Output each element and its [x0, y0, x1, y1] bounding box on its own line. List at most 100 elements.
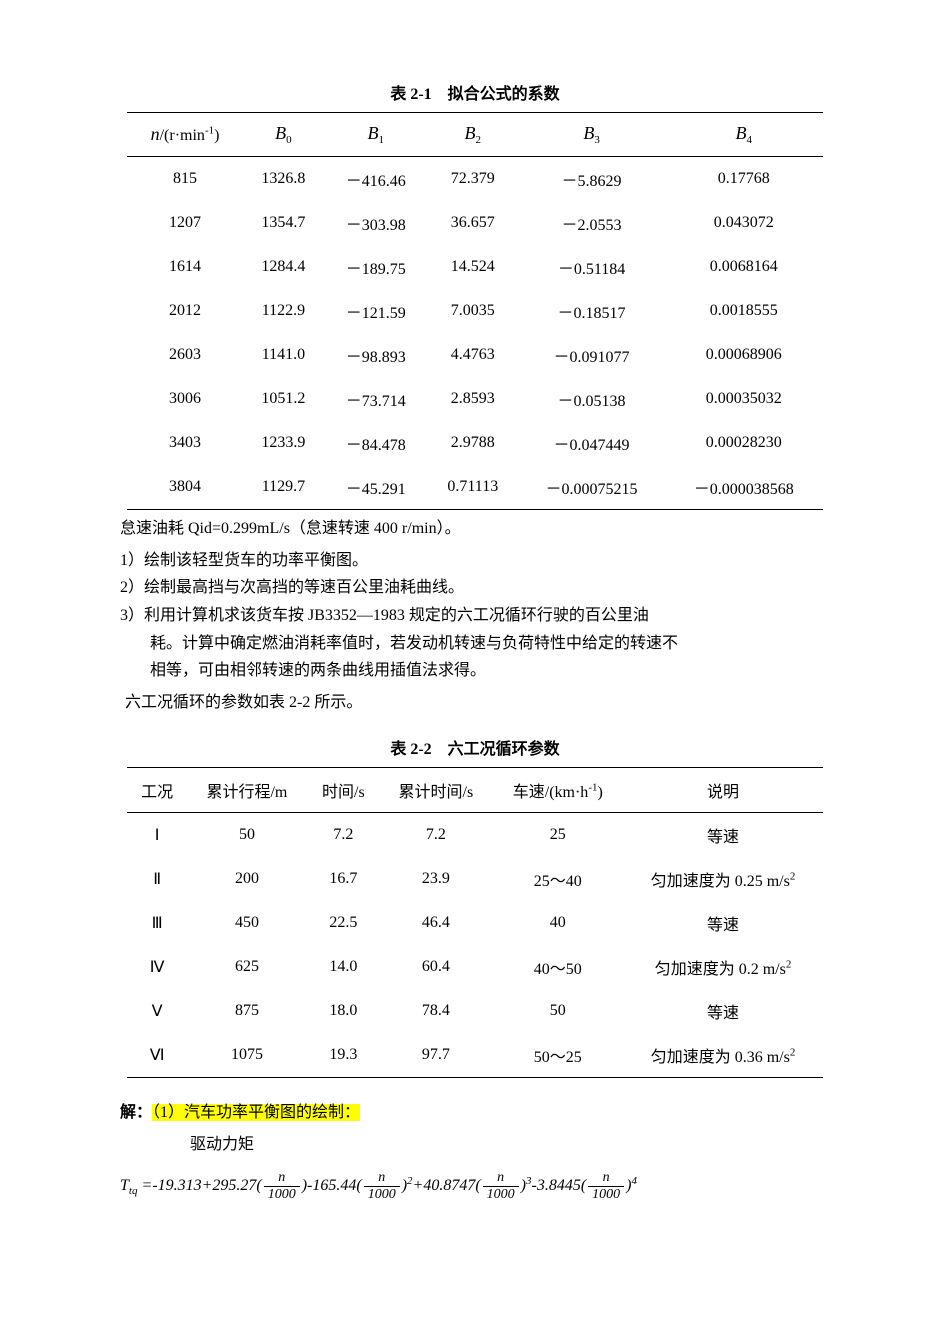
table-cell: 7.0035	[427, 289, 518, 333]
six-text: 六工况循环的参数如表 2-2 所示。	[125, 690, 870, 716]
table-cell: 4.4763	[427, 333, 518, 377]
table-cell: 0.00028230	[665, 421, 823, 465]
t1-h1: B0	[243, 113, 325, 157]
table-cell: 815	[127, 157, 242, 202]
solution-label: 解：	[120, 1104, 152, 1121]
table-cell: 3006	[127, 377, 242, 421]
table-cell: 78.4	[380, 989, 492, 1033]
table-cell: 25	[492, 813, 623, 858]
table-cell: 200	[187, 857, 307, 901]
table-cell: 2.9788	[427, 421, 518, 465]
table-cell: 3403	[127, 421, 242, 465]
table-cell: －303.98	[324, 201, 427, 245]
table-cell: 14.0	[307, 945, 380, 989]
table-cell: 625	[187, 945, 307, 989]
table-cell: －416.46	[324, 157, 427, 202]
table1-body: 8151326.8－416.4672.379－5.86290.177681207…	[127, 157, 822, 510]
table-row: 20121122.9－121.597.0035－0.185170.0018555	[127, 289, 822, 333]
idle-text: 怠速油耗 Qid=0.299mL/s（怠速转速 400 r/min）。	[120, 516, 870, 542]
q2: 2）绘制最高挡与次高挡的等速百公里油耗曲线。	[120, 575, 870, 601]
table-cell: 450	[187, 901, 307, 945]
torque-formula: Ttq =-19.313+295.27(n1000)-165.44(n1000)…	[120, 1170, 870, 1203]
table-cell: 2012	[127, 289, 242, 333]
table-cell: －2.0553	[518, 201, 665, 245]
table-cell: 1129.7	[243, 465, 325, 510]
table-cell: 40	[492, 901, 623, 945]
table-cell: 60.4	[380, 945, 492, 989]
table-cell: 72.379	[427, 157, 518, 202]
table-cell: 0.71113	[427, 465, 518, 510]
table-cell: 等速	[624, 813, 823, 858]
t1-h0: n/(r·min-1)	[127, 113, 242, 157]
t2-h3: 累计时间/s	[380, 768, 492, 813]
table-cell: 50	[187, 813, 307, 858]
table-cell: 0.00068906	[665, 333, 823, 377]
table-cell: Ⅲ	[127, 901, 187, 945]
table-row: 8151326.8－416.4672.379－5.86290.17768	[127, 157, 822, 202]
table-row: 34031233.9－84.4782.9788－0.0474490.000282…	[127, 421, 822, 465]
table1-caption: 表 2-1 拟合公式的系数	[80, 80, 870, 104]
table-cell: －84.478	[324, 421, 427, 465]
table-cell: Ⅰ	[127, 813, 187, 858]
table-cell: 97.7	[380, 1033, 492, 1078]
solution-sub: 驱动力矩	[190, 1132, 870, 1158]
table-cell: 3804	[127, 465, 242, 510]
t2-h5: 说明	[624, 768, 823, 813]
table-cell: 2.8593	[427, 377, 518, 421]
table-row: Ⅴ87518.078.450等速	[127, 989, 822, 1033]
table-cell: －189.75	[324, 245, 427, 289]
table-cell: －0.047449	[518, 421, 665, 465]
table-cell: 19.3	[307, 1033, 380, 1078]
table-cell: 1614	[127, 245, 242, 289]
table-cell: 22.5	[307, 901, 380, 945]
table-cell: 0.00035032	[665, 377, 823, 421]
table-cell: Ⅳ	[127, 945, 187, 989]
table-cell: －0.000038568	[665, 465, 823, 510]
table-cell: 1075	[187, 1033, 307, 1078]
table-row: 16141284.4－189.7514.524－0.511840.0068164	[127, 245, 822, 289]
solution-line: 解：（1）汽车功率平衡图的绘制：	[120, 1100, 870, 1126]
table-row: 12071354.7－303.9836.657－2.05530.043072	[127, 201, 822, 245]
table-row: Ⅱ20016.723.925～40匀加速度为 0.25 m/s2	[127, 857, 822, 901]
table-cell: －0.00075215	[518, 465, 665, 510]
q1: 1）绘制该轻型货车的功率平衡图。	[120, 548, 870, 574]
table-cell: 23.9	[380, 857, 492, 901]
table-cell: 0.0018555	[665, 289, 823, 333]
table2-header-row: 工况 累计行程/m 时间/s 累计时间/s 车速/(km·h-1) 说明	[127, 768, 822, 813]
table-row: Ⅰ507.27.225等速	[127, 813, 822, 858]
table-cell: 18.0	[307, 989, 380, 1033]
table1-header-row: n/(r·min-1) B0 B1 B2 B3 B4	[127, 113, 822, 157]
table-cell: 匀加速度为 0.2 m/s2	[624, 945, 823, 989]
table-cell: 7.2	[380, 813, 492, 858]
table-cell: 25～40	[492, 857, 623, 901]
table-cell: 1326.8	[243, 157, 325, 202]
t2-h4: 车速/(km·h-1)	[492, 768, 623, 813]
table-cell: 等速	[624, 901, 823, 945]
table-cell: 1233.9	[243, 421, 325, 465]
table-cell: 14.524	[427, 245, 518, 289]
table-cell: 46.4	[380, 901, 492, 945]
table-cell: 40～50	[492, 945, 623, 989]
t2-h0: 工况	[127, 768, 187, 813]
table-cell: Ⅴ	[127, 989, 187, 1033]
table-cell: 875	[187, 989, 307, 1033]
table-cell: －0.18517	[518, 289, 665, 333]
table-cell: 匀加速度为 0.36 m/s2	[624, 1033, 823, 1078]
t2-h2: 时间/s	[307, 768, 380, 813]
table-cell: 1051.2	[243, 377, 325, 421]
table-cell: Ⅱ	[127, 857, 187, 901]
table-cell: －0.51184	[518, 245, 665, 289]
table-cell: －0.05138	[518, 377, 665, 421]
q3-line2: 耗。计算中确定燃油消耗率值时，若发动机转速与负荷特性中给定的转速不	[150, 631, 870, 657]
table-row: Ⅵ107519.397.750～25匀加速度为 0.36 m/s2	[127, 1033, 822, 1078]
t1-h3: B2	[427, 113, 518, 157]
table-cell: 2603	[127, 333, 242, 377]
table2-body: Ⅰ507.27.225等速Ⅱ20016.723.925～40匀加速度为 0.25…	[127, 813, 822, 1078]
table-cell: 匀加速度为 0.25 m/s2	[624, 857, 823, 901]
t1-h5: B4	[665, 113, 823, 157]
solution-highlight: （1）汽车功率平衡图的绘制：	[152, 1104, 360, 1121]
table-cell: 1122.9	[243, 289, 325, 333]
table-cell: 16.7	[307, 857, 380, 901]
table-cell: 0.0068164	[665, 245, 823, 289]
table-cell: －73.714	[324, 377, 427, 421]
